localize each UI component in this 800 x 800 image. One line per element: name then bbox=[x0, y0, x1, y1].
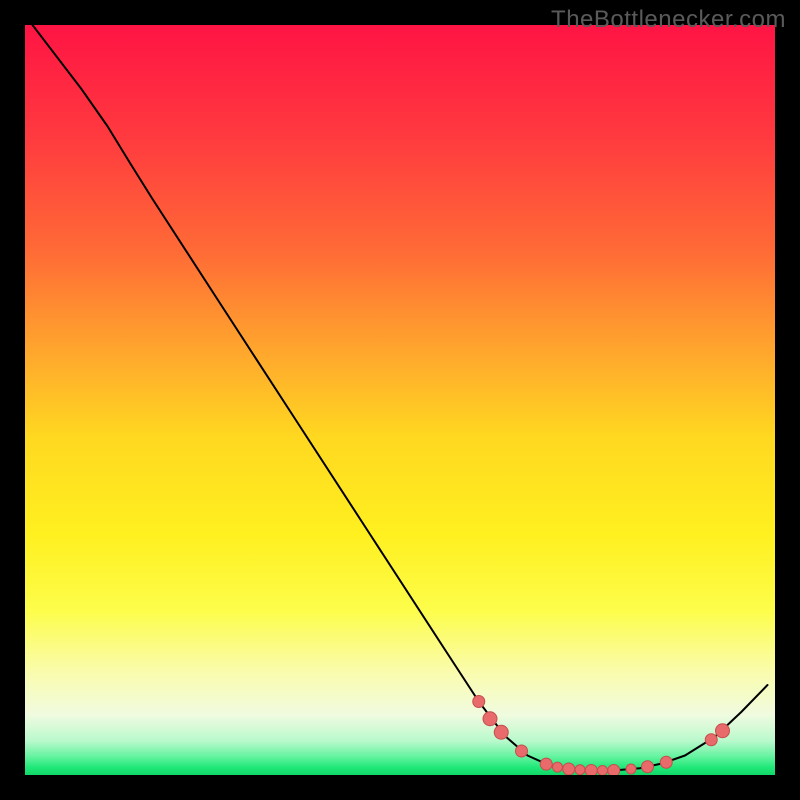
data-marker bbox=[553, 762, 563, 772]
data-marker bbox=[598, 766, 608, 776]
data-marker bbox=[660, 756, 672, 768]
data-marker bbox=[563, 763, 575, 775]
data-marker bbox=[540, 758, 552, 770]
data-marker bbox=[716, 724, 730, 738]
plot-area bbox=[25, 25, 775, 775]
watermark-text: TheBottlenecker.com bbox=[551, 6, 786, 34]
data-marker bbox=[608, 765, 620, 776]
data-marker bbox=[483, 712, 497, 726]
data-marker bbox=[575, 765, 585, 775]
data-marker bbox=[642, 761, 654, 773]
data-marker bbox=[516, 745, 528, 757]
data-marker bbox=[473, 696, 485, 708]
data-marker bbox=[626, 764, 636, 774]
data-marker bbox=[494, 725, 508, 739]
markers-group bbox=[473, 696, 730, 776]
curve-line bbox=[33, 25, 768, 771]
data-marker bbox=[585, 765, 597, 776]
chart-overlay bbox=[25, 25, 775, 775]
data-marker bbox=[705, 734, 717, 746]
